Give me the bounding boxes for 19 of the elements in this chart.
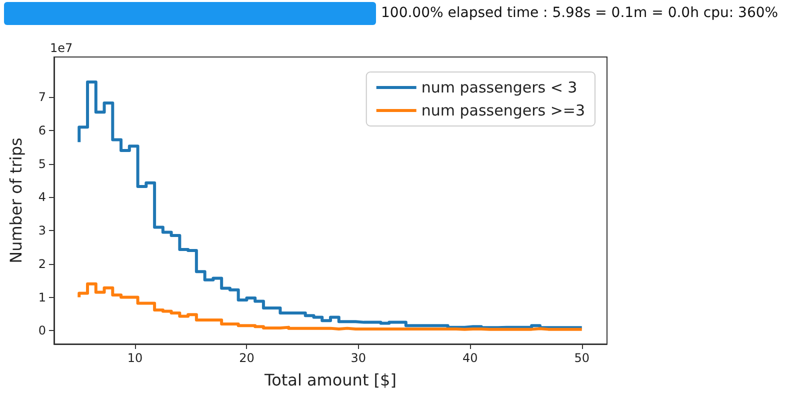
y-tick-label: 4 [38, 190, 46, 204]
legend-label: num passengers < 3 [421, 78, 578, 96]
y-tick-label: 0 [38, 324, 46, 338]
x-axis-title: Total amount [$] [264, 370, 396, 390]
y-tick-label: 2 [38, 256, 46, 271]
x-tick-label: 40 [462, 351, 478, 365]
y-axis-title: Number of trips [6, 138, 26, 264]
y-tick-label: 6 [38, 123, 46, 138]
y-tick-label: 7 [38, 90, 46, 104]
legend-label: num passengers >=3 [421, 102, 586, 120]
x-tick-label: 50 [574, 351, 590, 365]
x-tick-label: 20 [239, 351, 254, 365]
text: 1e7 [50, 41, 73, 55]
text: 100.00% elapsed time : 5.98s = 0.1m = 0.0h cpu: 360% [381, 5, 778, 21]
x-tick-label: 30 [350, 351, 366, 365]
y-tick-label: 3 [38, 224, 46, 238]
y-tick-label: 1 [38, 290, 46, 304]
y-tick-label: 5 [38, 156, 46, 171]
x-tick-label: 10 [127, 351, 143, 365]
